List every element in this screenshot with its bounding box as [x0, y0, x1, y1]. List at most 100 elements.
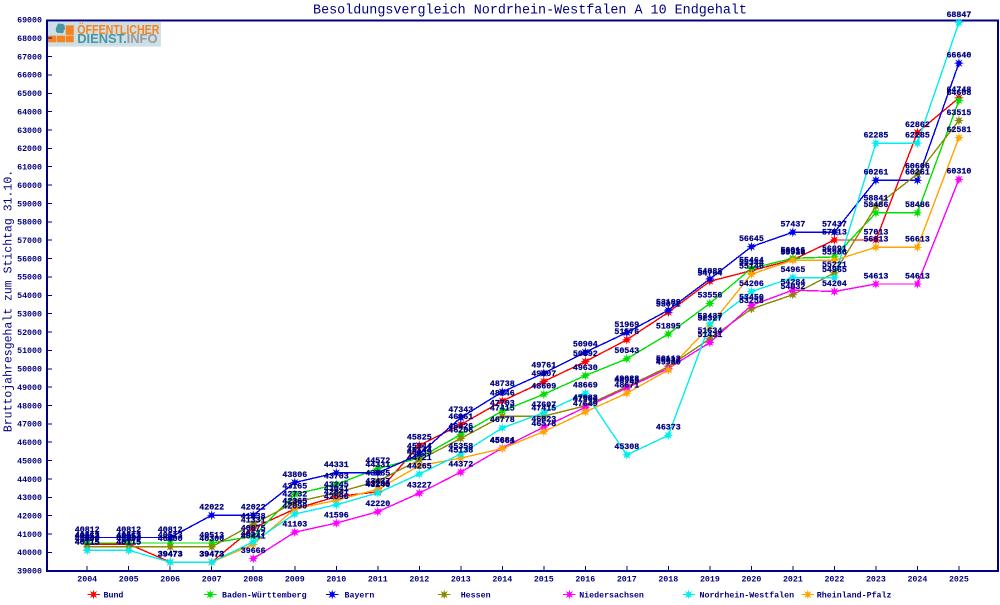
svg-text:52327: 52327 [697, 314, 722, 323]
svg-text:40812: 40812 [75, 526, 100, 535]
svg-text:43240: 43240 [365, 481, 390, 490]
svg-text:49307: 49307 [531, 370, 556, 379]
svg-text:54284: 54284 [780, 278, 805, 287]
svg-text:55000: 55000 [17, 274, 42, 283]
svg-text:56645: 56645 [739, 235, 764, 244]
svg-text:2013: 2013 [451, 575, 471, 584]
svg-text:66640: 66640 [946, 51, 971, 60]
svg-text:45825: 45825 [407, 434, 432, 443]
svg-text:53000: 53000 [17, 311, 42, 320]
svg-text:Rheinland-Pfalz: Rheinland-Pfalz [817, 591, 892, 601]
svg-text:41000: 41000 [17, 531, 42, 540]
svg-text:42022: 42022 [241, 504, 266, 513]
svg-text:49000: 49000 [17, 384, 42, 393]
svg-text:40115: 40115 [75, 539, 100, 548]
svg-text:2011: 2011 [368, 575, 388, 584]
svg-text:40441: 40441 [241, 533, 266, 542]
svg-text:56613: 56613 [863, 236, 888, 245]
svg-text:56016: 56016 [780, 247, 805, 256]
svg-text:2015: 2015 [534, 575, 554, 584]
svg-text:49761: 49761 [531, 362, 556, 371]
svg-text:40812: 40812 [158, 526, 183, 535]
svg-text:40812: 40812 [116, 526, 141, 535]
svg-text:47415: 47415 [531, 405, 556, 414]
svg-text:54032: 54032 [780, 283, 805, 292]
svg-text:46578: 46578 [531, 420, 556, 429]
svg-text:55221: 55221 [822, 261, 847, 270]
svg-text:54764: 54764 [697, 270, 722, 279]
svg-text:64748: 64748 [946, 86, 971, 95]
svg-text:50022: 50022 [656, 357, 681, 366]
svg-text:57437: 57437 [822, 221, 847, 230]
svg-text:57013: 57013 [822, 228, 847, 237]
svg-text:50392: 50392 [573, 350, 598, 359]
svg-text:43885: 43885 [365, 469, 390, 478]
svg-text:56613: 56613 [905, 236, 930, 245]
svg-text:53072: 53072 [656, 301, 681, 310]
svg-text:50113: 50113 [656, 355, 681, 364]
svg-text:62862: 62862 [905, 121, 930, 130]
svg-text:ÖFFENTLICHER: ÖFFENTLICHER [77, 22, 160, 37]
svg-text:58486: 58486 [863, 201, 888, 210]
svg-text:45035: 45035 [407, 448, 432, 457]
svg-text:68847: 68847 [946, 11, 971, 20]
svg-text:40000: 40000 [17, 549, 42, 558]
svg-text:40115: 40115 [116, 539, 141, 548]
svg-text:39473: 39473 [199, 550, 224, 559]
svg-text:48609: 48609 [531, 383, 556, 392]
svg-text:44331: 44331 [324, 461, 349, 470]
svg-text:48669: 48669 [573, 382, 598, 391]
svg-text:Hessen: Hessen [461, 592, 491, 601]
svg-text:46000: 46000 [17, 439, 42, 448]
svg-text:55464: 55464 [739, 257, 764, 266]
svg-text:51895: 51895 [656, 322, 681, 331]
svg-text:54888: 54888 [697, 267, 722, 276]
svg-text:46823: 46823 [531, 415, 556, 424]
svg-text:2023: 2023 [866, 575, 886, 584]
svg-text:55344: 55344 [739, 259, 764, 268]
svg-text:2009: 2009 [285, 575, 305, 584]
svg-text:68000: 68000 [17, 35, 42, 44]
svg-text:40115: 40115 [75, 539, 100, 548]
svg-text:45358: 45358 [448, 442, 473, 451]
svg-text:42022: 42022 [199, 504, 224, 513]
svg-text:2007: 2007 [202, 575, 222, 584]
svg-text:46778: 46778 [490, 416, 515, 425]
svg-text:2022: 2022 [824, 575, 844, 584]
svg-text:53189: 53189 [656, 299, 681, 308]
svg-text:39473: 39473 [158, 550, 183, 559]
svg-text:Bund: Bund [104, 591, 124, 601]
svg-text:54613: 54613 [863, 272, 888, 281]
svg-text:40453: 40453 [116, 532, 141, 541]
svg-text:58000: 58000 [17, 219, 42, 228]
svg-text:2004: 2004 [77, 575, 97, 584]
svg-text:2018: 2018 [658, 575, 678, 584]
svg-text:46426: 46426 [448, 423, 473, 432]
svg-text:44572: 44572 [365, 457, 390, 466]
svg-text:42841: 42841 [324, 489, 349, 498]
svg-text:58841: 58841 [863, 195, 888, 204]
svg-text:49023: 49023 [614, 375, 639, 384]
svg-text:48000: 48000 [17, 402, 42, 411]
svg-text:64000: 64000 [17, 108, 42, 117]
svg-text:47703: 47703 [490, 399, 515, 408]
svg-text:50904: 50904 [573, 341, 598, 350]
svg-text:45000: 45000 [17, 457, 42, 466]
svg-text:47649: 47649 [573, 400, 598, 409]
svg-text:46961: 46961 [448, 413, 473, 422]
svg-text:43041: 43041 [324, 485, 349, 494]
svg-text:51634: 51634 [697, 327, 722, 336]
svg-text:60310: 60310 [946, 168, 971, 177]
svg-text:60261: 60261 [863, 169, 888, 178]
svg-text:42090: 42090 [282, 502, 307, 511]
svg-text:Bayern: Bayern [345, 592, 375, 601]
svg-text:66000: 66000 [17, 72, 42, 81]
svg-text:47415: 47415 [490, 405, 515, 414]
svg-text:52437: 52437 [697, 312, 722, 321]
svg-text:40513: 40513 [75, 531, 100, 540]
svg-text:44000: 44000 [17, 476, 42, 485]
svg-text:53556: 53556 [697, 292, 722, 301]
svg-text:44721: 44721 [407, 454, 432, 463]
svg-text:2016: 2016 [575, 575, 595, 584]
svg-text:44331: 44331 [365, 461, 390, 470]
